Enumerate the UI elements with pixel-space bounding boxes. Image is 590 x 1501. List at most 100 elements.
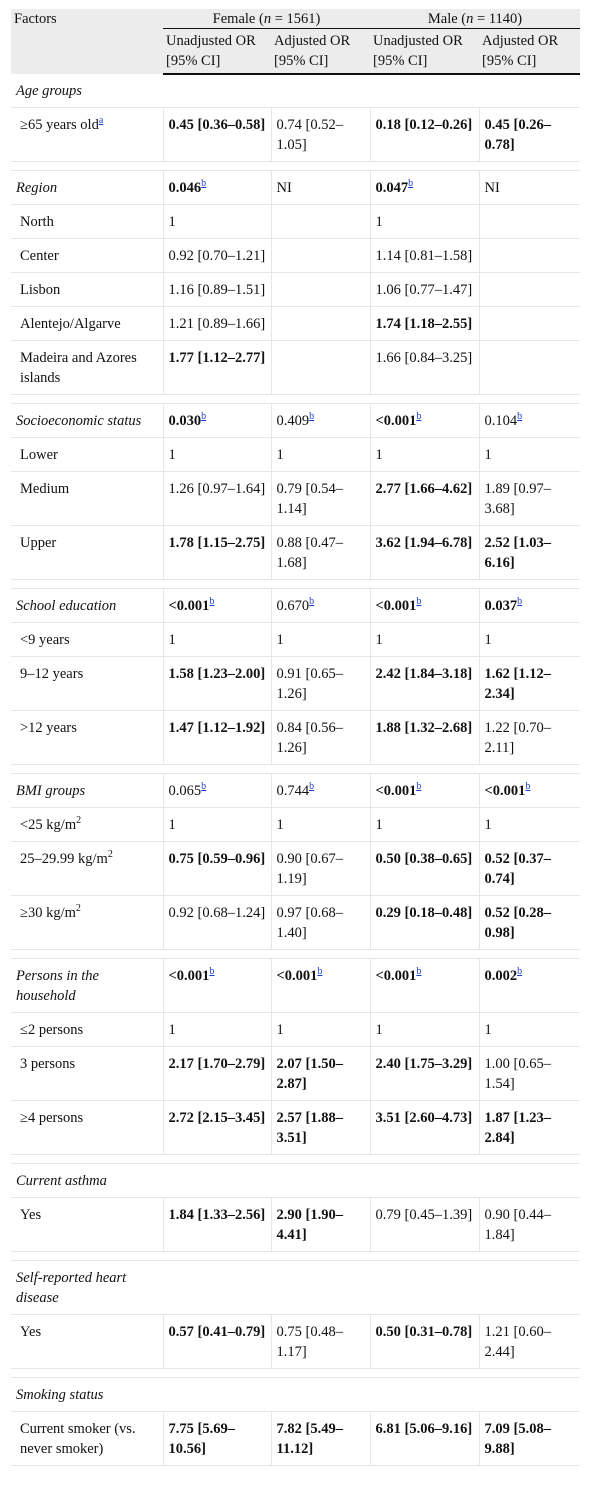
footnote-link[interactable]: b (408, 178, 414, 190)
or-value: 1.77 [1.12–2.77] (168, 350, 266, 366)
footnote-link[interactable]: b (517, 596, 523, 608)
or-value-cell: 1 (478, 622, 580, 657)
or-value: 1.66 [0.84–3.25] (375, 350, 473, 366)
row-label: 9–12 years (20, 666, 84, 682)
section-name: Socioeconomic status (11, 403, 163, 438)
row-label: Lower (20, 447, 58, 463)
label-superscript: 2 (107, 849, 113, 861)
or-value: 1.47 [1.12–1.92] (168, 720, 266, 736)
factors-header: Factors (11, 9, 163, 74)
or-value-cell: 1.21 [0.60–2.44] (478, 1314, 580, 1369)
or-value-cell: 3.62 [1.94–6.78] (369, 525, 479, 580)
footnote-link[interactable]: b (416, 781, 422, 793)
female-n-var: n (263, 11, 272, 27)
footnote-link[interactable]: b (201, 178, 207, 190)
section-row: Persons in the household <0.001b <0.001b <0… (11, 958, 580, 1013)
or-value-cell: 1.47 [1.12–1.92] (162, 710, 271, 765)
table-row: North 1 1 (11, 204, 580, 239)
or-value-cell: 3.51 [2.60–4.73] (369, 1100, 479, 1155)
row-label: ≤2 persons (20, 1022, 84, 1038)
or-value: 0.91 [0.65–1.26] (276, 666, 343, 702)
section-name-text: Self-reported heart disease (16, 1270, 127, 1306)
footnote-marker: b (201, 781, 206, 792)
table-row: Lisbon 1.16 [0.89–1.51] 1.06 [0.77–1.47] (11, 272, 580, 307)
footnote-marker: b (309, 411, 314, 422)
or-value: 1 (484, 1022, 492, 1038)
footnote-link[interactable]: b (517, 411, 523, 423)
row-label-cell: Yes (11, 1314, 163, 1369)
footnote-marker: b (525, 781, 530, 792)
or-value: 0.50 [0.31–0.78] (375, 1324, 473, 1340)
footnote-link[interactable]: b (416, 411, 422, 423)
pvalue: <0.001 (276, 968, 318, 984)
footnote-marker: b (416, 411, 421, 422)
pvalue: <0.001 (375, 783, 417, 799)
section-pvalue-cell: NI (270, 170, 370, 205)
or-value: 1 (484, 447, 492, 463)
footnote-marker: b (201, 411, 206, 422)
footnote-link[interactable]: b (309, 596, 315, 608)
footnote-link[interactable]: b (201, 781, 207, 793)
or-value-cell: 0.90 [0.44–1.84] (478, 1197, 580, 1252)
or-value-cell: 1 (478, 437, 580, 472)
or-value-cell: 2.17 [1.70–2.79] (162, 1046, 271, 1101)
row-label: Upper (20, 535, 57, 551)
or-value-cell: 0.57 [0.41–0.79] (162, 1314, 271, 1369)
table-row: Alentejo/Algarve 1.21 [0.89–1.66] 1.74 [1.… (11, 306, 580, 341)
or-value-cell: 1 (270, 437, 370, 472)
row-label: <9 years (20, 632, 70, 648)
or-value: 0.97 [0.68–1.40] (276, 905, 343, 941)
table-header: Factors Female (n = 1561) Male (n = 1140… (11, 9, 580, 75)
footnote-link[interactable]: b (209, 596, 215, 608)
section-name: Region (11, 170, 163, 205)
pvalue: <0.001 (375, 413, 417, 429)
section-name-text: School education (16, 598, 117, 614)
section-pvalue-cell: <0.001b (478, 773, 580, 808)
footnote-link[interactable]: b (517, 966, 523, 978)
footnote-link[interactable]: b (317, 966, 323, 978)
or-value: 0.57 [0.41–0.79] (168, 1324, 266, 1340)
or-value: 1 (484, 817, 492, 833)
or-value: 0.45 [0.36–0.58] (168, 117, 266, 133)
footnote-link[interactable]: b (209, 966, 215, 978)
section-spacer (11, 1251, 580, 1261)
footnote-link[interactable]: b (309, 781, 315, 793)
footnote-link[interactable]: b (309, 411, 315, 423)
or-value: 7.75 [5.69–10.56] (168, 1421, 235, 1457)
footnote-marker: b (517, 966, 522, 977)
section-spacer (11, 161, 580, 171)
pvalue: 0.037 (484, 598, 518, 614)
male-n: = 1140) (473, 11, 523, 27)
or-value-cell (270, 238, 370, 273)
or-value: 2.90 [1.90–4.41] (276, 1207, 343, 1243)
or-value-cell: 0.45 [0.26–0.78] (478, 107, 580, 162)
or-value: 0.84 [0.56–1.26] (276, 720, 343, 756)
or-value: 1 (276, 817, 284, 833)
or-value-cell: 1.26 [0.97–1.64] (162, 471, 271, 526)
label-superscript: 2 (75, 903, 81, 915)
footnote-marker: b (416, 781, 421, 792)
or-value-cell: 0.92 [0.68–1.24] (162, 895, 271, 950)
section-row: Current asthma (11, 1163, 580, 1198)
or-value: 3.62 [1.94–6.78] (375, 535, 473, 551)
or-value-cell: 2.57 [1.88–3.51] (270, 1100, 370, 1155)
footnote-link[interactable]: b (416, 596, 422, 608)
section-pvalue-cell: 0.002b (478, 958, 580, 1013)
spacer-cell (11, 1154, 580, 1164)
section-pvalue-cell: NI (478, 170, 580, 205)
or-value-cell (478, 340, 580, 395)
row-label-cell: ≥65 years olda (11, 107, 163, 162)
section-pvalue-cell: 0.104b (478, 403, 580, 438)
or-value-cell: 0.90 [0.67–1.19] (270, 841, 370, 896)
or-value: 2.42 [1.84–3.18] (375, 666, 473, 682)
female-n: = 1561) (271, 11, 321, 27)
or-value-cell: 1.66 [0.84–3.25] (369, 340, 479, 395)
or-value-cell: 1 (270, 807, 370, 842)
footnote-link[interactable]: b (416, 966, 422, 978)
section-row: School education <0.001b 0.670b <0.001b 0.03… (11, 588, 580, 623)
footnote-link[interactable]: b (201, 411, 207, 423)
footnote-link[interactable]: b (525, 781, 531, 793)
or-value: 0.45 [0.26–0.78] (484, 117, 551, 153)
table-row: ≤2 persons 1 1 1 1 (11, 1012, 580, 1047)
footnote-link[interactable]: a (98, 115, 104, 127)
